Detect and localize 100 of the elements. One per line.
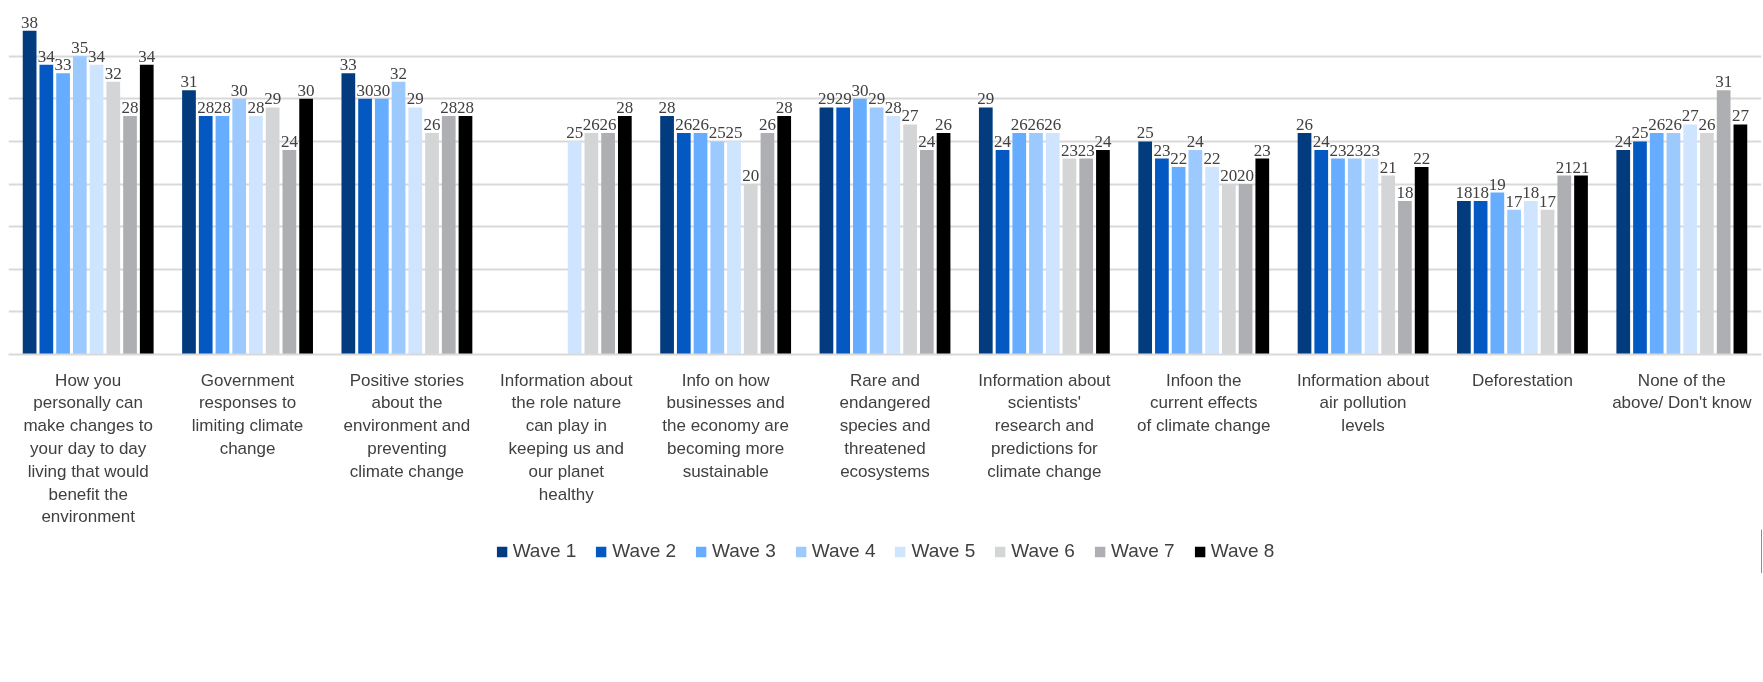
data-label: 28 (616, 97, 634, 117)
data-label: 21 (1572, 157, 1590, 177)
bar (777, 115, 792, 355)
data-label: 20 (1237, 166, 1255, 186)
bar (441, 115, 456, 355)
bar (1155, 158, 1169, 355)
data-label: 31 (1715, 72, 1733, 92)
data-label: 23 (1077, 140, 1095, 160)
bar (1649, 132, 1664, 355)
bar (1171, 167, 1186, 355)
bar (1683, 124, 1698, 355)
legend-label: Wave 1 (512, 540, 577, 562)
data-label: 29 (264, 89, 282, 109)
data-label: 28 (213, 97, 231, 117)
bar (1079, 158, 1094, 355)
legend-label: Wave 4 (811, 540, 876, 562)
bar (617, 115, 632, 355)
bar (1414, 167, 1429, 355)
bar (374, 98, 389, 355)
data-label: 34 (37, 46, 56, 66)
legend-label: Wave 3 (712, 540, 776, 562)
bar (676, 132, 691, 355)
data-label: 23 (1362, 140, 1380, 160)
bar (1523, 201, 1538, 355)
data-label: 26 (1044, 114, 1062, 134)
data-label: 25 (708, 123, 726, 143)
bar (1398, 201, 1412, 355)
data-label: 18 (1396, 183, 1414, 203)
data-label: 24 (1186, 131, 1205, 151)
data-label: 20 (742, 166, 760, 186)
x-tick-label: None of the above/ Don't know (1612, 370, 1753, 413)
bar (660, 115, 674, 355)
x-tick-label: Positive stories about the environment and preventing climate change (343, 370, 471, 481)
bar (936, 132, 951, 355)
bar (215, 115, 230, 355)
data-label: 28 (658, 97, 676, 117)
bar (1733, 124, 1748, 355)
bar (39, 64, 54, 355)
bar (1314, 149, 1329, 355)
x-tick-label: Information about air pollution levels (1296, 370, 1430, 436)
data-label: 35 (71, 38, 89, 58)
data-label: 23 (1253, 140, 1271, 160)
data-label: 29 (406, 89, 424, 109)
bar (232, 98, 247, 355)
bar (72, 56, 87, 355)
legend-label: Wave 7 (1110, 540, 1175, 562)
data-label: 25 (725, 123, 743, 143)
bar (1557, 175, 1572, 355)
legend-label: Wave 2 (612, 540, 677, 562)
data-label: 19 (1488, 174, 1506, 194)
data-label: 22 (1203, 149, 1221, 169)
bar (89, 64, 104, 355)
bar (1188, 149, 1203, 355)
data-label: 23 (1329, 140, 1347, 160)
x-tick-label: Rare and endangered species and threatened ecosystems (839, 370, 931, 481)
data-label: 23 (1153, 140, 1171, 160)
data-label: 34 (138, 46, 156, 66)
data-label: 26 (1648, 114, 1666, 134)
data-label: 32 (104, 63, 122, 83)
bar (282, 149, 297, 355)
data-label: 22 (1413, 149, 1431, 169)
bar (123, 115, 137, 355)
bar (869, 107, 884, 355)
bar (1574, 175, 1588, 355)
bar (1331, 158, 1345, 355)
x-tick-label: Infoon the current effects of climate change (1137, 370, 1271, 436)
bar (1045, 132, 1060, 355)
x-tick-label: Deforestation (1471, 370, 1574, 390)
legend-label: Wave 8 (1210, 540, 1275, 562)
data-label: 29 (834, 89, 852, 109)
data-label: 25 (1136, 123, 1154, 143)
x-tick-label: Information about the role nature can play in keeping us and our planet healthy (500, 370, 633, 504)
bar (198, 115, 213, 355)
data-label: 34 (88, 46, 106, 66)
x-tick-label: How you personally can make changes to your day to day living that would benefit the environment (23, 370, 153, 527)
data-label: 18 (1455, 183, 1473, 203)
bar (1473, 201, 1488, 355)
bar (22, 30, 37, 355)
data-label: 30 (230, 80, 248, 100)
bar (995, 149, 1010, 355)
data-label: 28 (247, 97, 265, 117)
data-label: 24 (280, 131, 299, 151)
data-label: 26 (758, 114, 776, 134)
data-label: 21 (1379, 157, 1397, 177)
data-label: 30 (356, 80, 374, 100)
bar (341, 73, 356, 355)
data-label: 28 (775, 97, 793, 117)
data-label: 26 (1664, 114, 1682, 134)
bar (853, 98, 867, 355)
bar (56, 73, 70, 355)
bar (1255, 158, 1270, 355)
data-label: 24 (918, 131, 936, 151)
data-label: 24 (994, 131, 1012, 151)
bar (458, 115, 473, 355)
data-label: 29 (868, 89, 886, 109)
data-label: 28 (456, 97, 474, 117)
bar (819, 107, 834, 355)
data-label: 33 (339, 55, 357, 75)
data-label: 27 (1681, 106, 1700, 126)
bar (1347, 158, 1362, 355)
